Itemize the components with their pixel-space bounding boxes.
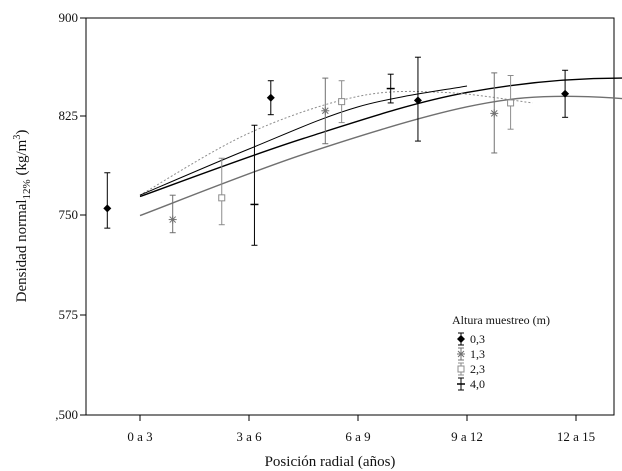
marker-diamond bbox=[103, 204, 112, 213]
y-tick-label: ,500 bbox=[55, 407, 78, 422]
plot-border bbox=[85, 17, 615, 416]
y-axis-title-sub: 12% bbox=[21, 179, 33, 199]
legend-label: 4,0 bbox=[470, 377, 485, 391]
plot-frame bbox=[85, 17, 615, 416]
data-point bbox=[103, 172, 112, 229]
y-axis-title: Densidad normal12% (kg/m3) bbox=[12, 130, 33, 303]
data-point bbox=[266, 80, 275, 116]
marker-asterisk bbox=[168, 215, 177, 224]
data-point bbox=[490, 72, 499, 154]
trend-curves bbox=[139, 77, 622, 217]
legend-label: 1,3 bbox=[470, 347, 485, 361]
data-point bbox=[561, 69, 570, 118]
y-tick-label: 575 bbox=[59, 307, 79, 322]
data-point bbox=[338, 80, 346, 124]
marker-diamond bbox=[457, 335, 465, 343]
legend-item-0-3: 0,3 bbox=[457, 332, 485, 346]
x-axis-title: Posición radial (años) bbox=[265, 454, 396, 470]
marker-diamond bbox=[561, 89, 570, 98]
x-tick-label: 0 a 3 bbox=[127, 429, 152, 444]
marker-square bbox=[218, 194, 226, 202]
legend: Altura muestreo (m) 0,31,32,34,0 bbox=[452, 313, 550, 391]
legend-item-2-3: 2,3 bbox=[457, 362, 485, 376]
legend-label: 2,3 bbox=[470, 362, 485, 376]
data-point bbox=[321, 77, 330, 145]
x-axis: 0 a 3 3 a 6 6 a 9 9 a 12 12 a 15 bbox=[127, 415, 595, 444]
marker-asterisk bbox=[321, 106, 330, 115]
marker-asterisk bbox=[457, 350, 465, 358]
legend-title: Altura muestreo (m) bbox=[452, 313, 550, 327]
x-tick-label: 12 a 15 bbox=[557, 429, 595, 444]
x-tick-label: 6 a 9 bbox=[345, 429, 370, 444]
data-point bbox=[218, 157, 226, 226]
y-tick-label: 750 bbox=[59, 207, 79, 222]
y-tick-label: 900 bbox=[59, 10, 79, 25]
trend-line-4-0 bbox=[139, 85, 468, 196]
legend-item-1-3: 1,3 bbox=[457, 347, 485, 361]
legend-item-4-0: 4,0 bbox=[457, 377, 485, 391]
marker-square bbox=[457, 365, 465, 373]
data-point bbox=[168, 194, 177, 234]
trend-line-1-3 bbox=[139, 95, 622, 217]
marker-square bbox=[338, 98, 346, 106]
y-axis-title-unit: (kg/m bbox=[14, 139, 30, 179]
marker-square bbox=[507, 99, 515, 107]
y-axis-title-unit-close: ) bbox=[14, 130, 30, 135]
data-point bbox=[250, 124, 259, 246]
data-point bbox=[507, 74, 515, 130]
trend-line-0-3 bbox=[139, 77, 622, 198]
x-tick-label: 3 a 6 bbox=[236, 429, 262, 444]
legend-label: 0,3 bbox=[470, 332, 485, 346]
marker-diamond bbox=[266, 93, 275, 102]
y-tick-label: 825 bbox=[59, 108, 79, 123]
data-point bbox=[413, 56, 422, 142]
data-points bbox=[103, 56, 570, 246]
y-axis-title-main: Densidad normal bbox=[14, 199, 30, 302]
y-axis-title-unit-sup: 3 bbox=[12, 135, 23, 140]
y-axis: ,500 575 750 825 900 bbox=[55, 10, 86, 422]
trend-line-2-3 bbox=[139, 90, 533, 196]
x-tick-label: 9 a 12 bbox=[451, 429, 483, 444]
data-point bbox=[386, 73, 395, 104]
marker-asterisk bbox=[490, 109, 499, 118]
marker-diamond bbox=[413, 96, 422, 105]
